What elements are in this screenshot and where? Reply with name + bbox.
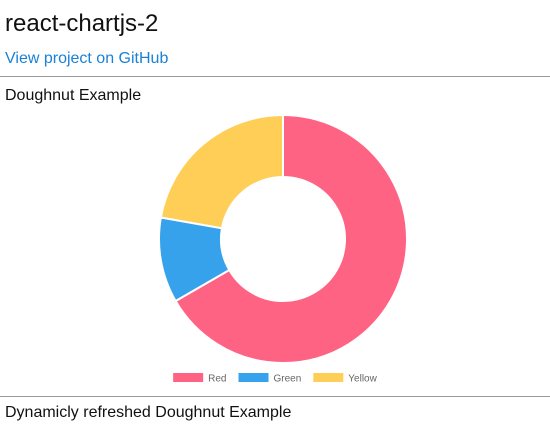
github-project-link[interactable]: View project on GitHub — [5, 50, 169, 67]
legend-swatch-red[interactable] — [173, 373, 204, 382]
doughnut-slice-yellow[interactable] — [159, 113, 284, 230]
doughnut-slice-red[interactable] — [174, 113, 408, 364]
doughnut-slices — [158, 113, 408, 364]
legend-swatch-yellow[interactable] — [313, 373, 344, 382]
chart-legend: Red Green Yellow — [173, 373, 378, 385]
legend-label-yellow[interactable]: Yellow — [348, 374, 377, 385]
doughnut-chart: Red Green Yellow — [158, 113, 408, 385]
divider — [0, 396, 550, 397]
divider — [0, 76, 550, 77]
dynamic-doughnut-heading: Dynamicly refreshed Doughnut Example — [5, 404, 292, 421]
legend-label-green[interactable]: Green — [274, 374, 302, 385]
doughnut-chart-container: Red Green Yellow — [0, 108, 550, 390]
doughnut-example-heading: Doughnut Example — [5, 87, 142, 104]
legend-swatch-green[interactable] — [238, 373, 269, 382]
legend-label-red[interactable]: Red — [208, 374, 226, 385]
page-title: react-chartjs-2 — [5, 10, 159, 37]
